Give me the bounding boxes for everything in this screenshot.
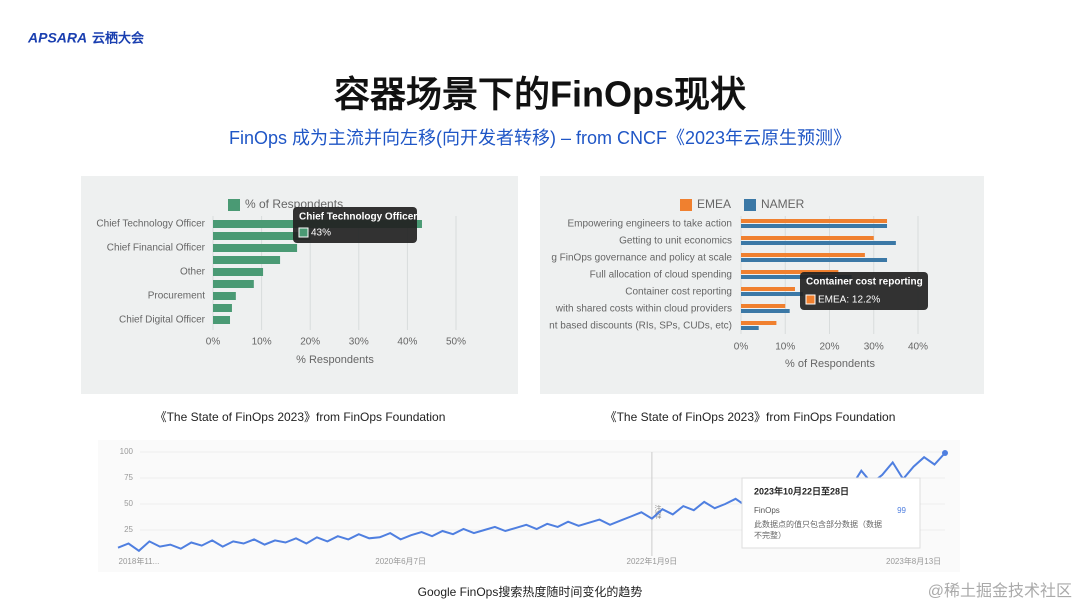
x-tick-label: 50% xyxy=(446,337,466,348)
tooltip-note: 不完整） xyxy=(754,530,786,540)
x-tick-label: 30% xyxy=(349,337,369,348)
bar xyxy=(741,224,888,228)
legend-swatch xyxy=(680,199,692,211)
bar xyxy=(213,244,298,252)
y-tick-label: Getting to unit economics xyxy=(619,236,732,247)
legend-label: EMEA xyxy=(697,197,731,211)
bar xyxy=(741,304,786,308)
bar xyxy=(741,275,852,279)
x-axis-label: % of Respondents xyxy=(785,358,875,370)
y-tick-label: Other xyxy=(180,267,206,278)
x-tick-label: 20% xyxy=(819,342,839,353)
tooltip xyxy=(741,477,921,549)
x-tick-label: 2018年11... xyxy=(119,556,160,566)
bar xyxy=(213,304,232,312)
legend-swatch xyxy=(744,199,756,211)
y-tick-label: 25 xyxy=(124,525,133,534)
caption: Google FinOps搜索热度随时间变化的趋势 xyxy=(418,584,643,599)
bar xyxy=(213,256,281,264)
tooltip-value: 99 xyxy=(897,506,906,515)
x-tick-label: 10% xyxy=(252,337,272,348)
y-tick-label: Chief Digital Officer xyxy=(119,315,206,326)
title: 容器场景下的FinOps现状 xyxy=(334,74,747,115)
y-tick-label: Chief Financial Officer xyxy=(107,243,206,254)
bar xyxy=(741,309,790,313)
bar xyxy=(741,321,777,325)
y-tick-label: Empowering engineers to take action xyxy=(567,219,732,230)
bar xyxy=(213,280,254,288)
bar xyxy=(741,258,888,262)
tooltip-title: Chief Technology Officer xyxy=(299,212,417,223)
caption: 《The State of FinOps 2023》from FinOps Fo… xyxy=(605,410,896,424)
bar xyxy=(741,292,803,296)
tooltip-swatch xyxy=(805,294,816,305)
x-tick-label: 10% xyxy=(775,342,795,353)
x-tick-label: 2022年1月9日 xyxy=(627,556,678,566)
x-tick-label: 0% xyxy=(206,337,221,348)
x-tick-label: 0% xyxy=(734,342,749,353)
logo: APSARA xyxy=(27,30,87,46)
y-tick-label: g FinOps governance and policy at scale xyxy=(551,253,732,264)
tooltip-title: 2023年10月22日至28日 xyxy=(754,485,849,496)
y-tick-label: Full allocation of cloud spending xyxy=(590,270,732,281)
bar xyxy=(741,270,839,274)
y-tick-label: 75 xyxy=(124,473,133,482)
x-axis-label: % Respondents xyxy=(296,354,374,366)
x-tick-label: 2023年8月13日 xyxy=(886,556,941,566)
tooltip-text: EMEA: 12.2% xyxy=(818,295,880,306)
bar xyxy=(741,287,795,291)
x-tick-label: 2020年6月7日 xyxy=(375,556,426,566)
tooltip-text: 43% xyxy=(311,228,331,239)
watermark: @稀土掘金技术社区 xyxy=(928,582,1072,600)
y-tick-label: nt based discounts (RIs, SPs, CUDs, etc) xyxy=(549,321,732,332)
legend-label: NAMER xyxy=(761,197,805,211)
bar xyxy=(213,232,311,240)
tooltip xyxy=(293,207,417,243)
caption: 《The State of FinOps 2023》from FinOps Fo… xyxy=(155,410,446,424)
bar xyxy=(741,236,874,240)
bar xyxy=(213,316,231,324)
y-tick-label: Procurement xyxy=(148,291,205,302)
y-tick-label: with shared costs within cloud providers xyxy=(555,304,732,315)
x-tick-label: 40% xyxy=(908,342,928,353)
y-tick-label: 100 xyxy=(120,447,134,456)
bar xyxy=(213,268,264,276)
y-tick-label: Container cost reporting xyxy=(625,287,732,298)
tooltip-note: 此数据点的值只包含部分数据（数据 xyxy=(754,519,882,529)
x-tick-label: 30% xyxy=(864,342,884,353)
point xyxy=(942,450,948,457)
bar xyxy=(741,253,865,257)
tooltip-series: FinOps xyxy=(754,506,780,515)
subtitle: FinOps 成为主流并向左移(向开发者转移) – from CNCF《2023… xyxy=(229,128,851,148)
bar xyxy=(741,326,759,330)
tooltip-title: Container cost reporting xyxy=(806,277,923,288)
y-tick-label: 50 xyxy=(124,499,133,508)
bar xyxy=(741,219,888,223)
bar xyxy=(213,292,236,300)
logo-cn: 云栖大会 xyxy=(92,30,145,45)
x-tick-label: 20% xyxy=(300,337,320,348)
tooltip xyxy=(800,272,928,310)
tooltip-swatch xyxy=(298,227,309,238)
x-tick-label: 40% xyxy=(397,337,417,348)
bar xyxy=(741,241,896,245)
y-tick-label: Chief Technology Officer xyxy=(96,219,205,230)
legend-swatch xyxy=(228,199,240,211)
